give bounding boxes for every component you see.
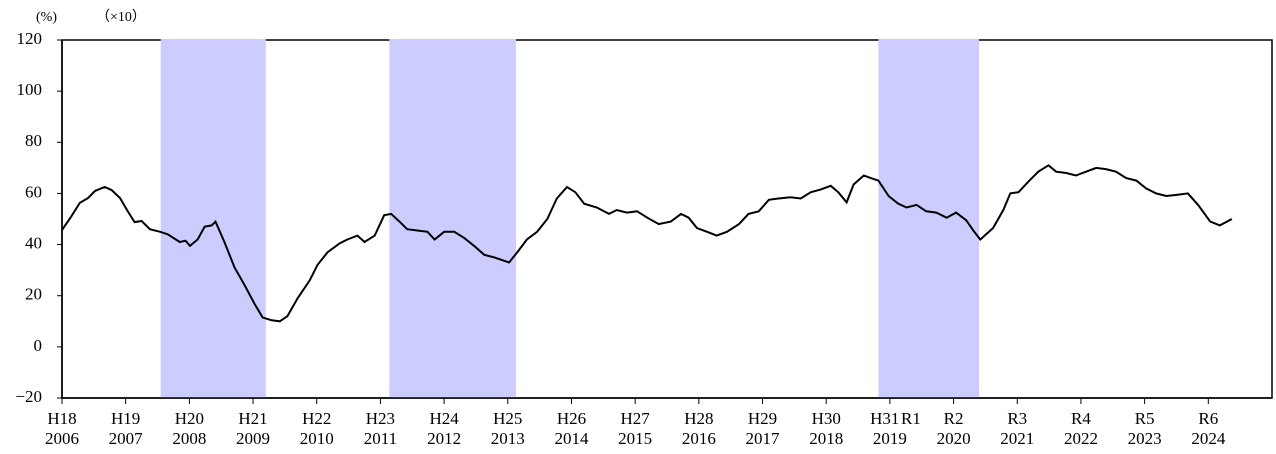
x-tick-label: 2018 [809,429,843,448]
era-label: H21 [238,409,267,428]
era-label: H24 [429,409,459,428]
era-label: R6 [1198,409,1218,428]
era-label: H27 [621,409,651,428]
y-tick-label: 80 [25,131,42,150]
era-label: H28 [684,409,713,428]
era-label: R4 [1071,409,1091,428]
x-tick-label: 2006 [45,429,79,448]
y-tick-label: 0 [34,336,43,355]
x-tick-label: 2011 [364,429,397,448]
era-label: H20 [175,409,204,428]
data-line [61,164,1233,323]
era-label: H26 [557,409,586,428]
era-label: R5 [1135,409,1155,428]
x-tick-label: 2007 [109,429,144,448]
x-tick-label: 2023 [1128,429,1162,448]
y-unit-label: (%) [36,10,57,25]
era-label: H19 [111,409,140,428]
x-tick-label: 2016 [682,429,716,448]
x-tick-label: 2024 [1191,429,1226,448]
era-label: H31 [870,409,899,428]
era-label: R2 [944,409,964,428]
x-tick-label: 2013 [491,429,525,448]
era-label: R3 [1007,409,1027,428]
shaded-period [160,39,266,398]
era-label: H25 [493,409,522,428]
shaded-period [389,39,517,398]
y-tick-label: 60 [25,182,42,201]
era-label: H18 [47,409,76,428]
x-tick-label: 2012 [427,429,461,448]
y-tick-label: −20 [15,387,42,406]
y-scale-label: （×10） [96,9,146,25]
era-label: H29 [748,409,777,428]
x-tick-label: 2014 [554,429,589,448]
era-label: R1 [901,409,921,428]
y-tick-label: 100 [17,80,43,99]
x-tick-label: 2020 [937,429,971,448]
x-tick-label: 2021 [1000,429,1034,448]
y-tick-label: 20 [25,285,42,304]
y-tick-label: 120 [17,29,43,48]
era-label: H22 [302,409,331,428]
y-tick-label: 40 [25,233,42,252]
era-label: H30 [812,409,841,428]
x-tick-label: 2017 [746,429,781,448]
x-tick-label: 2022 [1064,429,1098,448]
era-label: H23 [366,409,395,428]
x-tick-label: 2008 [172,429,206,448]
x-tick-label: 2010 [300,429,334,448]
x-tick-label: 2015 [618,429,652,448]
x-tick-label: 2009 [236,429,270,448]
x-tick-label: 2019 [873,429,907,448]
